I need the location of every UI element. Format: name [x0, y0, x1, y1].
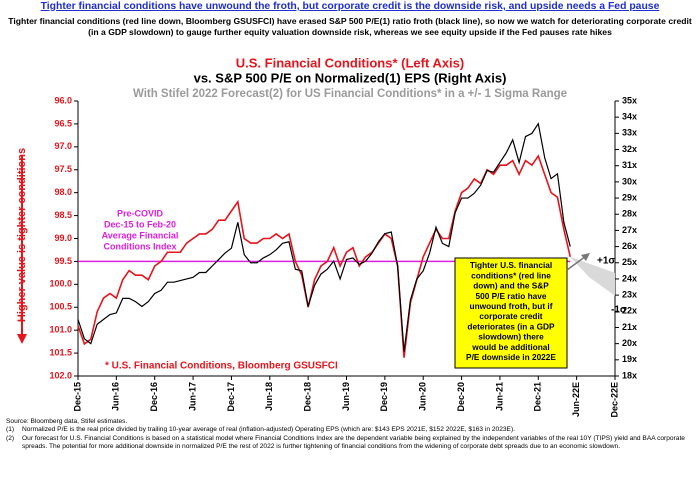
arrow [566, 255, 587, 271]
y-tick-label: 98.5 [54, 210, 72, 220]
subheadline: Tighter financial conditions (red line d… [8, 16, 692, 37]
chart-title: U.S. Financial Conditions* (Left Axis) [236, 55, 464, 70]
x-tick-label: Dec-22E [609, 382, 619, 418]
callout-text: down) and the S&P [473, 281, 549, 291]
x-tick-label: Dec-21 [533, 382, 543, 412]
y-tick-label: 96.5 [54, 118, 72, 128]
reference-label: Pre-COVID [117, 208, 164, 218]
x-tick-label: Jun-19 [341, 382, 351, 411]
chart: U.S. Financial Conditions* (Left Axis) v… [16, 55, 637, 418]
callout-box [454, 257, 568, 369]
headline: Tighter financial conditions have unwoun… [40, 1, 660, 12]
x-tick-label: Jun-17 [187, 382, 197, 411]
y2-tick-label: 34x [622, 112, 637, 122]
x-tick-label: Jun-21 [494, 382, 504, 411]
callout-text: Tighter U.S. financial [470, 260, 552, 270]
y2-tick-label: 29x [622, 192, 637, 202]
forecast-band [570, 256, 615, 296]
callout-text: slowdown) there [478, 332, 544, 342]
x-tick-label: Dec-20 [456, 382, 466, 412]
x-tick-label: Dec-18 [303, 382, 313, 412]
y2-tick-label: 23x [622, 289, 637, 299]
y-tick-label: 99.5 [54, 256, 72, 266]
arrow-head [581, 253, 590, 261]
note-text: Normalized P/E is the real price divided… [22, 426, 515, 434]
y2-tick-label: 27x [622, 225, 637, 235]
x-tick-label: Jun-16 [111, 382, 121, 411]
chart-subtitle: With Stifel 2022 Forecast(2) for US Fina… [133, 88, 567, 100]
reference-label: Average Financial [102, 230, 179, 240]
y2-tick-label: 18x [622, 370, 637, 380]
y2-tick-label: 35x [622, 95, 637, 105]
arrow-head [17, 334, 27, 344]
y2-tick-label: 31x [622, 160, 637, 170]
y-tick-label: 97.5 [54, 164, 72, 174]
y2-tick-label: 25x [622, 257, 637, 267]
callout-text: corporate credit [479, 311, 542, 321]
y-tick-label: 102.0 [49, 370, 72, 380]
x-tick-label: Dec-15 [72, 382, 82, 412]
note-marker: (1) [6, 426, 15, 434]
y-tick-label: 101.5 [49, 347, 72, 357]
note: (2) Our forecast for U.S. Financial Condi… [6, 435, 694, 452]
x-tick-label: Jun-20 [418, 382, 428, 411]
x-tick-label: Dec-16 [149, 382, 159, 412]
y2-tick-label: 30x [622, 176, 637, 186]
note-text: Our forecast for U.S. Financial Conditio… [22, 434, 685, 451]
y-tick-label: 96.0 [54, 95, 72, 105]
chart-subtitle: vs. S&P 500 P/E on Normalized(1) EPS (Ri… [194, 70, 507, 85]
source: Source: Bloomberg data, Stifel estimates… [6, 418, 128, 425]
y-tick-label: 101.0 [49, 325, 72, 335]
y2-tick-label: 22x [622, 306, 637, 316]
y2-tick-label: 28x [622, 209, 637, 219]
reference-label: Dec-15 to Feb-20 [104, 219, 176, 229]
note-marker: (2) [6, 434, 15, 442]
y2-tick-label: 20x [622, 338, 637, 348]
legend-label: * U.S. Financial Conditions, Bloomberg G… [105, 361, 338, 372]
line [77, 122, 571, 352]
callout-text: P/E downside in 2022E [466, 352, 556, 362]
x-tick-label: Jun-22E [571, 382, 581, 417]
callout-text: conditions* (red line [471, 270, 551, 280]
y2-tick-label: 21x [622, 322, 637, 332]
x-tick-label: Dec-17 [226, 382, 236, 412]
y-tick-label: 100.5 [49, 302, 72, 312]
y-tick-label: 99.0 [54, 233, 72, 243]
y2-tick-label: 19x [622, 354, 637, 364]
y-tick-label: 98.0 [54, 187, 72, 197]
x-tick-label: Dec-19 [379, 382, 389, 412]
y2-tick-label: 32x [622, 144, 637, 154]
callout-text: would be additional [471, 342, 549, 352]
callout-text: 500 P/E ratio have [475, 291, 546, 301]
callout-text: deteriorates (in a GDP [467, 321, 555, 331]
y-tick-label: 97.0 [54, 141, 72, 151]
y2-tick-label: 26x [622, 241, 637, 251]
note: (1) Normalized P/E is the real price divi… [6, 426, 694, 434]
callout-text: unwound froth, but if [470, 301, 553, 311]
band-label: +1σ [597, 256, 615, 267]
band-label: -1σ [611, 304, 627, 315]
footer: Source: Bloomberg data, Stifel estimates… [6, 418, 694, 452]
x-tick-label: Jun-18 [264, 382, 274, 411]
reference-label: Conditions Index [104, 241, 177, 251]
y-tick-label: 100.0 [49, 279, 72, 289]
y2-tick-label: 24x [622, 273, 637, 283]
y2-tick-label: 33x [622, 128, 637, 138]
